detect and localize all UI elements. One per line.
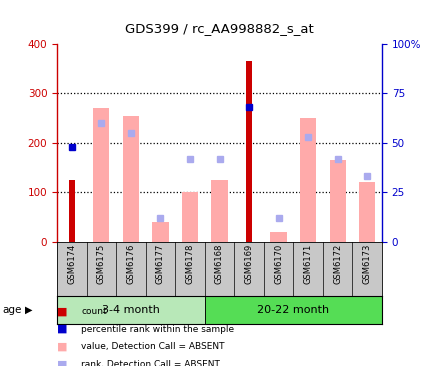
- Text: GSM6170: GSM6170: [273, 243, 283, 284]
- Text: 20-22 month: 20-22 month: [257, 305, 328, 315]
- Bar: [68, 180, 75, 242]
- Bar: [123, 116, 139, 242]
- Text: ■: ■: [57, 306, 67, 317]
- Text: ▶: ▶: [25, 305, 33, 315]
- Bar: [181, 192, 198, 242]
- Text: rank, Detection Call = ABSENT: rank, Detection Call = ABSENT: [81, 360, 219, 366]
- Text: GSM6176: GSM6176: [126, 243, 135, 284]
- Text: GSM6174: GSM6174: [67, 243, 76, 284]
- Bar: [329, 160, 345, 242]
- Text: GSM6177: GSM6177: [155, 243, 165, 284]
- Bar: [245, 61, 252, 242]
- Text: 3-4 month: 3-4 month: [102, 305, 159, 315]
- Bar: [57, 296, 204, 324]
- Text: GSM6178: GSM6178: [185, 243, 194, 284]
- Text: count: count: [81, 307, 106, 316]
- Bar: [270, 232, 286, 242]
- Text: GSM6172: GSM6172: [332, 243, 341, 284]
- Bar: [358, 182, 374, 242]
- Bar: [152, 222, 168, 242]
- Text: GSM6171: GSM6171: [303, 243, 312, 284]
- Text: GDS399 / rc_AA998882_s_at: GDS399 / rc_AA998882_s_at: [125, 22, 313, 35]
- Text: GSM6168: GSM6168: [215, 243, 223, 284]
- Text: GSM6175: GSM6175: [97, 243, 106, 284]
- Text: percentile rank within the sample: percentile rank within the sample: [81, 325, 234, 333]
- Text: age: age: [2, 305, 21, 315]
- Text: ■: ■: [57, 341, 67, 352]
- Text: ■: ■: [57, 324, 67, 334]
- Text: GSM6169: GSM6169: [244, 243, 253, 284]
- Bar: [211, 180, 227, 242]
- Text: ■: ■: [57, 359, 67, 366]
- Bar: [204, 296, 381, 324]
- Text: value, Detection Call = ABSENT: value, Detection Call = ABSENT: [81, 342, 224, 351]
- Text: GSM6173: GSM6173: [362, 243, 371, 284]
- Bar: [299, 118, 315, 242]
- Bar: [93, 108, 109, 242]
